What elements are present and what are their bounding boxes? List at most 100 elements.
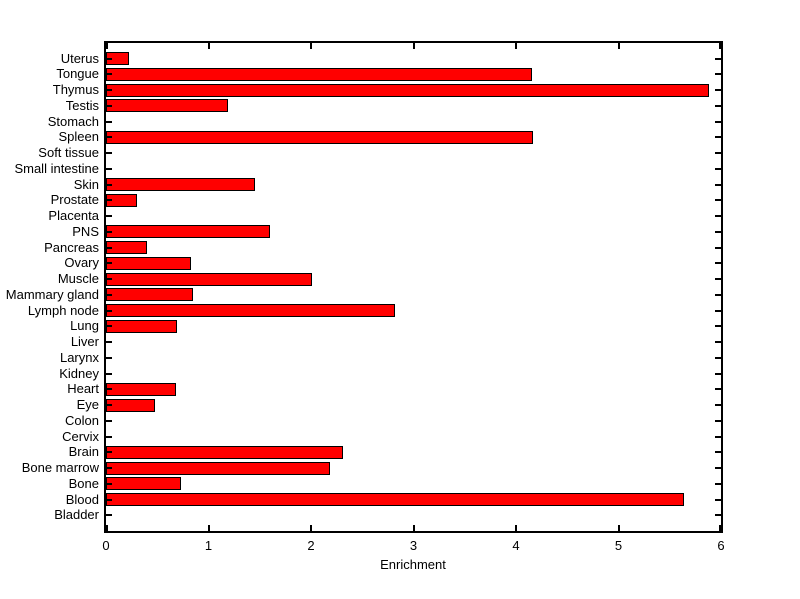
y-tick-mirror <box>715 341 721 344</box>
y-tick <box>106 73 112 76</box>
x-tick-mirror <box>719 43 721 49</box>
y-tick-label-spleen: Spleen <box>58 129 99 145</box>
x-tick-mirror <box>617 43 620 49</box>
bar-testis <box>106 99 228 113</box>
x-tick-label-3: 3 <box>409 538 418 553</box>
y-tick <box>106 372 112 375</box>
y-tick-mirror <box>715 435 721 438</box>
y-tick-mirror <box>715 246 721 249</box>
y-tick-mirror <box>715 498 721 501</box>
y-tick-mirror <box>715 152 721 155</box>
y-tick-mirror <box>715 57 721 60</box>
y-tick-mirror <box>715 451 721 454</box>
x-tick-label-1: 1 <box>204 538 213 553</box>
x-tick <box>106 525 108 531</box>
y-tick-label-small-intestine: Small intestine <box>14 160 99 176</box>
y-tick <box>106 467 112 470</box>
y-tick <box>106 498 112 501</box>
y-tick-mirror <box>715 482 721 485</box>
y-tick <box>106 278 112 281</box>
y-tick-mirror <box>715 356 721 359</box>
x-tick-mirror <box>106 43 108 49</box>
y-tick-label-pancreas: Pancreas <box>44 239 99 255</box>
y-tick-mirror <box>715 514 721 517</box>
y-tick-mirror <box>715 404 721 407</box>
y-tick <box>106 356 112 359</box>
y-tick <box>106 404 112 407</box>
bar-tongue <box>106 67 532 81</box>
x-tick-mirror <box>310 43 312 49</box>
y-tick-mirror <box>715 167 721 170</box>
y-tick-label-larynx: Larynx <box>59 349 99 365</box>
y-tick <box>106 309 112 312</box>
y-tick-label-brain: Brain <box>68 444 99 460</box>
x-tick <box>719 525 721 531</box>
bar-pancreas <box>106 241 147 255</box>
y-tick-mirror <box>715 73 721 76</box>
y-tick-mirror <box>715 136 721 139</box>
bar-eye <box>106 398 155 412</box>
y-tick-mirror <box>715 278 721 281</box>
x-tick <box>617 525 620 531</box>
y-tick-label-mammary-gland: Mammary gland <box>5 286 99 302</box>
y-tick-mirror <box>715 230 721 233</box>
y-tick <box>106 482 112 485</box>
y-tick-mirror <box>715 372 721 375</box>
bar-pns <box>106 225 270 239</box>
y-tick <box>106 183 112 186</box>
x-axis-label: Enrichment <box>380 557 446 572</box>
y-tick-label-cervix: Cervix <box>62 428 99 444</box>
y-tick-mirror <box>715 120 721 123</box>
x-tick-label-0: 0 <box>102 538 110 553</box>
x-tick-mirror <box>515 43 517 49</box>
y-tick <box>106 167 112 170</box>
y-tick-mirror <box>715 104 721 107</box>
y-tick <box>106 262 112 265</box>
bar-bone <box>106 477 181 491</box>
y-tick-label-stomach: Stomach <box>47 113 99 129</box>
bar-lung <box>106 319 177 333</box>
bar-brain <box>106 445 343 459</box>
y-tick-label-heart: Heart <box>67 381 99 397</box>
bar-blood <box>106 493 684 507</box>
y-tick-mirror <box>715 325 721 328</box>
y-tick-mirror <box>715 183 721 186</box>
bar-mammary-gland <box>106 288 193 302</box>
y-tick <box>106 435 112 438</box>
x-tick <box>310 525 312 531</box>
y-tick-label-bone-marrow: Bone marrow <box>21 460 99 476</box>
y-tick <box>106 199 112 202</box>
y-tick-label-testis: Testis <box>65 97 99 113</box>
y-tick-mirror <box>715 388 721 391</box>
y-tick-label-lung: Lung <box>70 318 99 334</box>
y-tick-mirror <box>715 199 721 202</box>
x-tick <box>412 525 415 531</box>
y-tick-label-ovary: Ovary <box>64 255 99 271</box>
y-tick <box>106 341 112 344</box>
y-tick <box>106 152 112 155</box>
y-tick <box>106 514 112 517</box>
y-tick-label-placenta: Placenta <box>48 208 99 224</box>
y-tick-label-blood: Blood <box>65 491 99 507</box>
bar-skin <box>106 178 255 192</box>
x-tick <box>515 525 517 531</box>
y-tick-label-pns: PNS <box>72 223 99 239</box>
y-tick-label-lymph-node: Lymph node <box>27 302 99 318</box>
x-tick-mirror <box>412 43 415 49</box>
y-tick-label-bone: Bone <box>68 475 99 491</box>
y-tick <box>106 451 112 454</box>
y-tick-label-bladder: Bladder <box>54 507 99 523</box>
y-tick-label-kidney: Kidney <box>59 365 99 381</box>
bar-lymph-node <box>106 304 395 318</box>
x-tick <box>207 525 210 531</box>
y-tick <box>106 419 112 422</box>
bar-bone-marrow <box>106 461 330 475</box>
x-tick-label-6: 6 <box>717 538 725 553</box>
y-tick-mirror <box>715 309 721 312</box>
bar-heart <box>106 382 176 396</box>
x-tick-label-5: 5 <box>614 538 623 553</box>
y-tick-mirror <box>715 293 721 296</box>
x-tick-label-2: 2 <box>307 538 315 553</box>
y-tick <box>106 89 112 92</box>
